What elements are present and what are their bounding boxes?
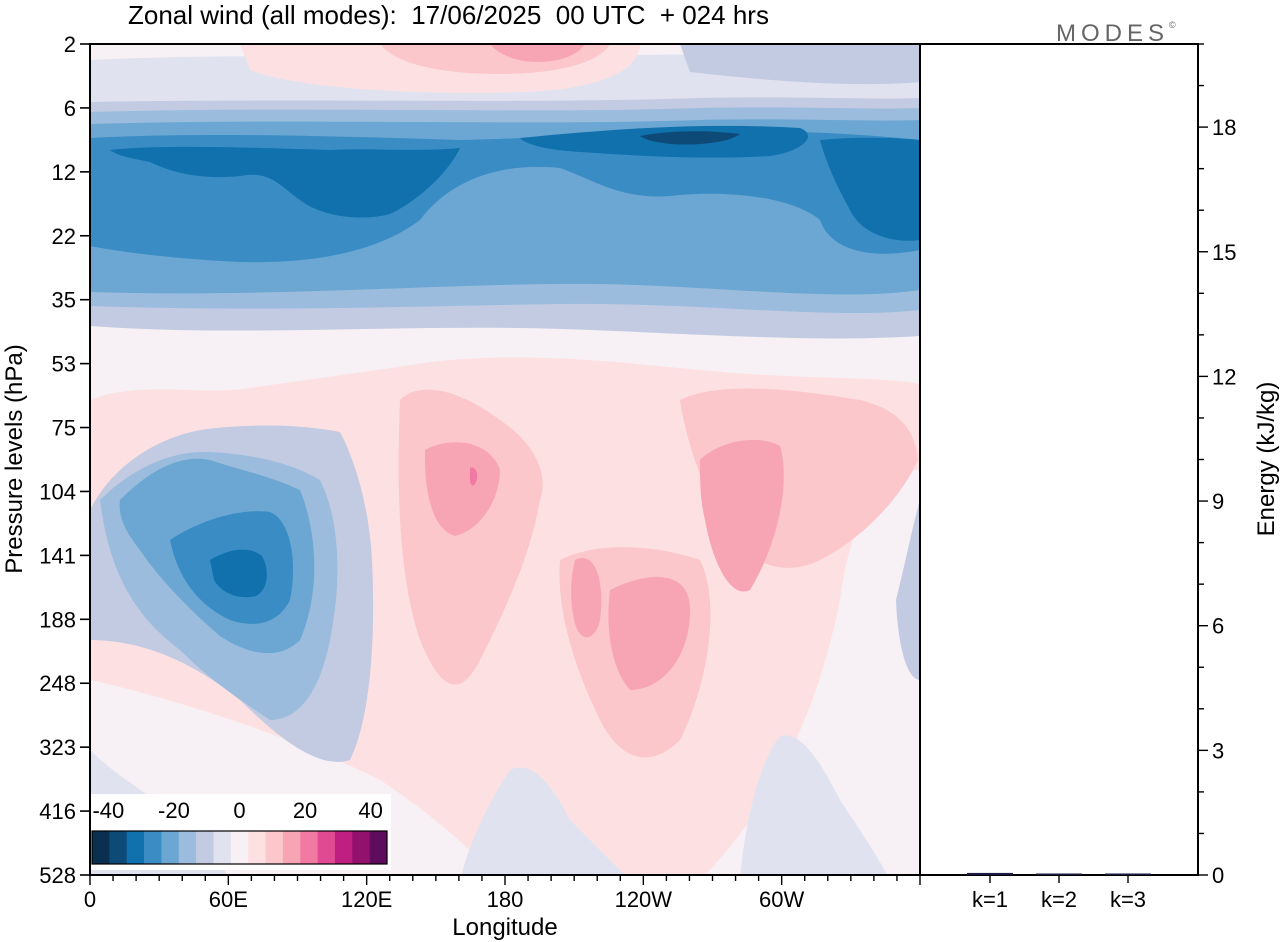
copyright-mark: © (1169, 20, 1176, 30)
contour-pink-3-a (424, 442, 500, 536)
longitude-tick-label: 0 (84, 887, 96, 912)
contour-pink-3-c (608, 576, 690, 690)
pressure-tick-label: 22 (52, 224, 76, 249)
colorbar-cell (248, 831, 266, 864)
colorbar-cell (369, 831, 388, 864)
contour-blue-west-core (210, 549, 267, 598)
colorbar-cell (92, 831, 110, 864)
colorbar-cell (126, 831, 145, 864)
energy-tick-label: 15 (1212, 240, 1236, 265)
pressure-tick-label: 12 (52, 160, 76, 185)
contour-pink-3-d (700, 439, 784, 592)
pressure-tick-label: 53 (52, 352, 76, 377)
energy-category-label: k=1 (972, 887, 1008, 912)
energy-axis: 0 3 6 9 12 15 18 (1198, 43, 1236, 888)
longitude-axis: 0 60E 120E 180 120W 60W (84, 875, 921, 912)
colorbar-cell (300, 831, 318, 864)
pressure-tick-label: 141 (39, 543, 76, 568)
energy-categories: k=1 k=2 k=3 (972, 875, 1146, 912)
contour-band-east-edge (820, 137, 920, 241)
energy-panel-frame (919, 43, 1199, 876)
contour-top-max (490, 44, 585, 62)
colorbar-cell (109, 831, 128, 864)
contour-top-blue (680, 44, 920, 85)
energy-tick-label: 18 (1212, 115, 1236, 140)
energy-bar (1105, 873, 1151, 875)
colorbar-tick-label: -40 (92, 798, 124, 823)
colorbar-cell (352, 831, 370, 864)
energy-axis-label: Energy (kJ/kg) (1253, 382, 1280, 537)
longitude-tick-label: 60W (759, 887, 804, 912)
energy-bar (1036, 873, 1082, 875)
colorbar-tick-label: 0 (233, 798, 245, 823)
colorbar-cell (144, 831, 162, 864)
contour-blue-east-edge (896, 500, 920, 680)
energy-tick-label: 6 (1212, 614, 1224, 639)
contour-pink-3-b (571, 558, 602, 638)
energy-tick-label: 0 (1212, 863, 1224, 888)
pressure-tick-label: 35 (52, 288, 76, 313)
pressure-axis: 2 6 12 22 35 53 75 104 141 188 248 323 416 528 (39, 32, 90, 888)
longitude-tick-label: 120W (615, 887, 673, 912)
colorbar-cell (213, 831, 232, 864)
colorbar-cell (230, 831, 249, 864)
colorbar-cell (265, 831, 284, 864)
colorbar-cell (317, 831, 336, 864)
pressure-tick-label: 528 (39, 863, 76, 888)
contour-band-core-max (640, 131, 740, 145)
longitude-tick-label: 120E (341, 887, 392, 912)
colorbar-cells (92, 831, 388, 864)
energy-tick-label: 3 (1212, 738, 1224, 763)
pressure-tick-label: 416 (39, 799, 76, 824)
pressure-tick-label: 6 (64, 96, 76, 121)
contour-pink-4-a (470, 467, 478, 486)
energy-bar (967, 872, 1013, 875)
colorbar: -40 -20 0 20 40 (91, 794, 391, 870)
contour-band-core-west (110, 146, 460, 218)
colorbar-tick-label: -20 (158, 798, 190, 823)
colorbar-cell (196, 831, 214, 864)
colorbar-cell (282, 831, 301, 864)
energy-category-label: k=3 (1110, 887, 1146, 912)
logo-text: MODES (1056, 20, 1170, 47)
pressure-tick-label: 248 (39, 671, 76, 696)
energy-tick-label: 12 (1212, 364, 1236, 389)
zonal-wind-heatmap (90, 44, 920, 875)
longitude-tick-label: 180 (487, 887, 524, 912)
colorbar-cell (161, 831, 180, 864)
pressure-tick-label: 323 (39, 735, 76, 760)
colorbar-tick-label: 20 (293, 798, 317, 823)
contour-blue-lower-2 (740, 735, 888, 875)
pressure-tick-label: 2 (64, 32, 76, 57)
longitude-tick-label: 60E (209, 887, 248, 912)
modes-logo: MODES© (1056, 20, 1176, 48)
colorbar-frame (91, 830, 388, 865)
longitude-axis-label: Longitude (452, 914, 557, 941)
pressure-tick-label: 75 (52, 416, 76, 441)
colorbar-tick-label: 40 (358, 798, 382, 823)
colorbar-cell (334, 831, 353, 864)
pressure-tick-label: 104 (39, 479, 76, 504)
chart-title: Zonal wind (all modes): 17/06/2025 00 UT… (128, 0, 769, 30)
pressure-tick-label: 188 (39, 607, 76, 632)
contour-blue-lower-1 (461, 767, 625, 875)
energy-bars (967, 872, 1151, 875)
colorbar-labels: -40 -20 0 20 40 (92, 798, 382, 823)
pressure-axis-label: Pressure levels (hPa) (1, 344, 28, 573)
energy-category-label: k=2 (1041, 887, 1077, 912)
colorbar-cell (178, 831, 197, 864)
energy-tick-label: 9 (1212, 489, 1224, 514)
